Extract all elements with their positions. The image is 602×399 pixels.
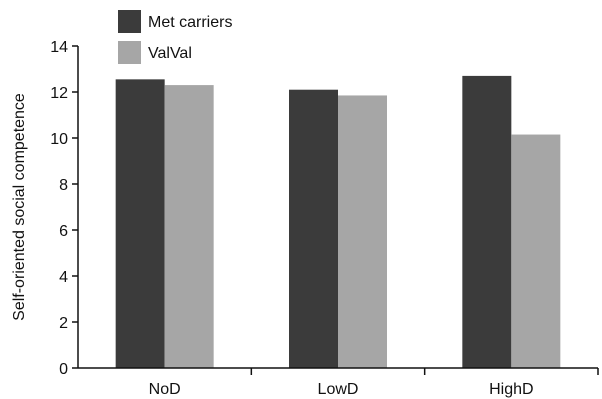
y-axis-title: Self-oriented social competence bbox=[11, 93, 28, 321]
y-tick-label: 4 bbox=[59, 269, 68, 286]
bar-met-carriers-highd bbox=[462, 75, 512, 369]
bar-valval-lowd bbox=[338, 95, 387, 368]
y-tick-label: 14 bbox=[50, 39, 68, 56]
bar-met-carriers-lowd bbox=[289, 89, 338, 368]
y-tick-label: 6 bbox=[59, 223, 68, 240]
legend-label: Met carriers bbox=[148, 14, 232, 31]
y-tick-label: 2 bbox=[59, 315, 68, 332]
bars bbox=[115, 75, 561, 369]
y-tick-label: 10 bbox=[50, 131, 68, 148]
y-tick-label: 8 bbox=[59, 177, 68, 194]
x-tick-label: HighD bbox=[489, 381, 533, 398]
legend-label: ValVal bbox=[148, 45, 192, 62]
legend: Met carriers ValVal bbox=[118, 10, 232, 64]
legend-swatch bbox=[118, 41, 141, 64]
x-tick-label: LowD bbox=[318, 381, 359, 398]
legend-swatch bbox=[118, 10, 141, 33]
bar-valval-highd bbox=[511, 134, 561, 368]
bar-valval-nod bbox=[164, 85, 214, 368]
y-tick-label: 0 bbox=[59, 361, 68, 378]
y-ticks: 0 2 4 6 8 10 12 14 bbox=[50, 39, 78, 378]
y-tick-label: 12 bbox=[50, 85, 68, 102]
x-ticks: NoD LowD HighD bbox=[149, 368, 599, 398]
axes bbox=[77, 46, 598, 369]
bar-met-carriers-nod bbox=[115, 79, 165, 368]
x-tick-label: NoD bbox=[149, 381, 181, 398]
